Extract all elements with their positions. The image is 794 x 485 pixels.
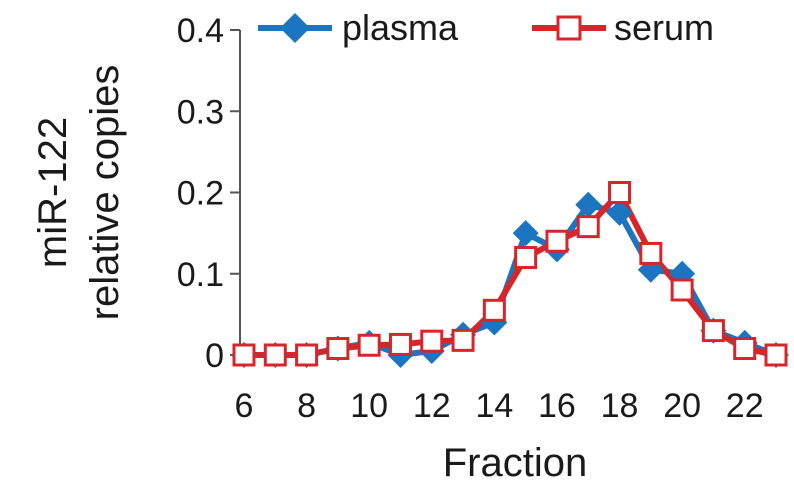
serum-point [764, 343, 788, 367]
y-tick-label: 0.3 [177, 93, 224, 131]
plasma-legend-marker [280, 13, 310, 43]
x-tick-label: 14 [475, 387, 513, 425]
serum-point [733, 337, 757, 360]
x-tick-label: 6 [235, 387, 254, 425]
y-tick-label: 0.2 [177, 175, 224, 213]
x-ticks: 6 8 10 12 14 16 18 20 22 [235, 387, 764, 425]
serum-series-points [232, 181, 788, 367]
plasma-legend-label: plasma [342, 7, 459, 48]
serum-point [295, 343, 319, 367]
plasma-point [606, 199, 633, 226]
y-axis-title-line-1: miR-122 [31, 117, 75, 268]
serum-point [701, 319, 725, 343]
serum-legend-label: serum [614, 7, 714, 48]
plasma-point [575, 191, 602, 218]
serum-legend-marker [556, 15, 582, 41]
x-tick-label: 22 [726, 387, 764, 425]
serum-point [514, 246, 538, 269]
x-tick-label: 8 [297, 387, 316, 425]
plasma-point [512, 220, 539, 247]
x-tick-label: 12 [413, 387, 451, 425]
serum-point [639, 241, 663, 265]
x-axis-title: Fraction [443, 441, 588, 485]
serum-point [263, 343, 287, 367]
y-tick-label: 0.1 [177, 256, 224, 294]
serum-point [482, 298, 506, 322]
y-axis-title-line-2: relative copies [83, 65, 127, 321]
serum-point [608, 181, 632, 204]
serum-point [670, 278, 694, 302]
serum-point [232, 343, 256, 367]
serum-point [388, 332, 412, 356]
legend: plasma serum [258, 7, 714, 48]
y-tick-label: 0 [205, 337, 224, 375]
x-tick-label: 20 [663, 387, 701, 425]
serum-point [451, 328, 475, 352]
x-tick-label: 16 [538, 387, 576, 425]
serum-point [545, 229, 569, 253]
x-tick-label: 10 [350, 387, 388, 425]
serum-point [576, 215, 600, 239]
serum-point [357, 333, 381, 357]
serum-point [420, 329, 444, 353]
x-tick-label: 18 [601, 387, 639, 425]
serum-point [326, 337, 350, 360]
y-tick-label: 0.4 [177, 12, 224, 50]
y-ticks: 0 0.1 0.2 0.3 0.4 [177, 12, 240, 375]
series-layer [231, 181, 789, 368]
